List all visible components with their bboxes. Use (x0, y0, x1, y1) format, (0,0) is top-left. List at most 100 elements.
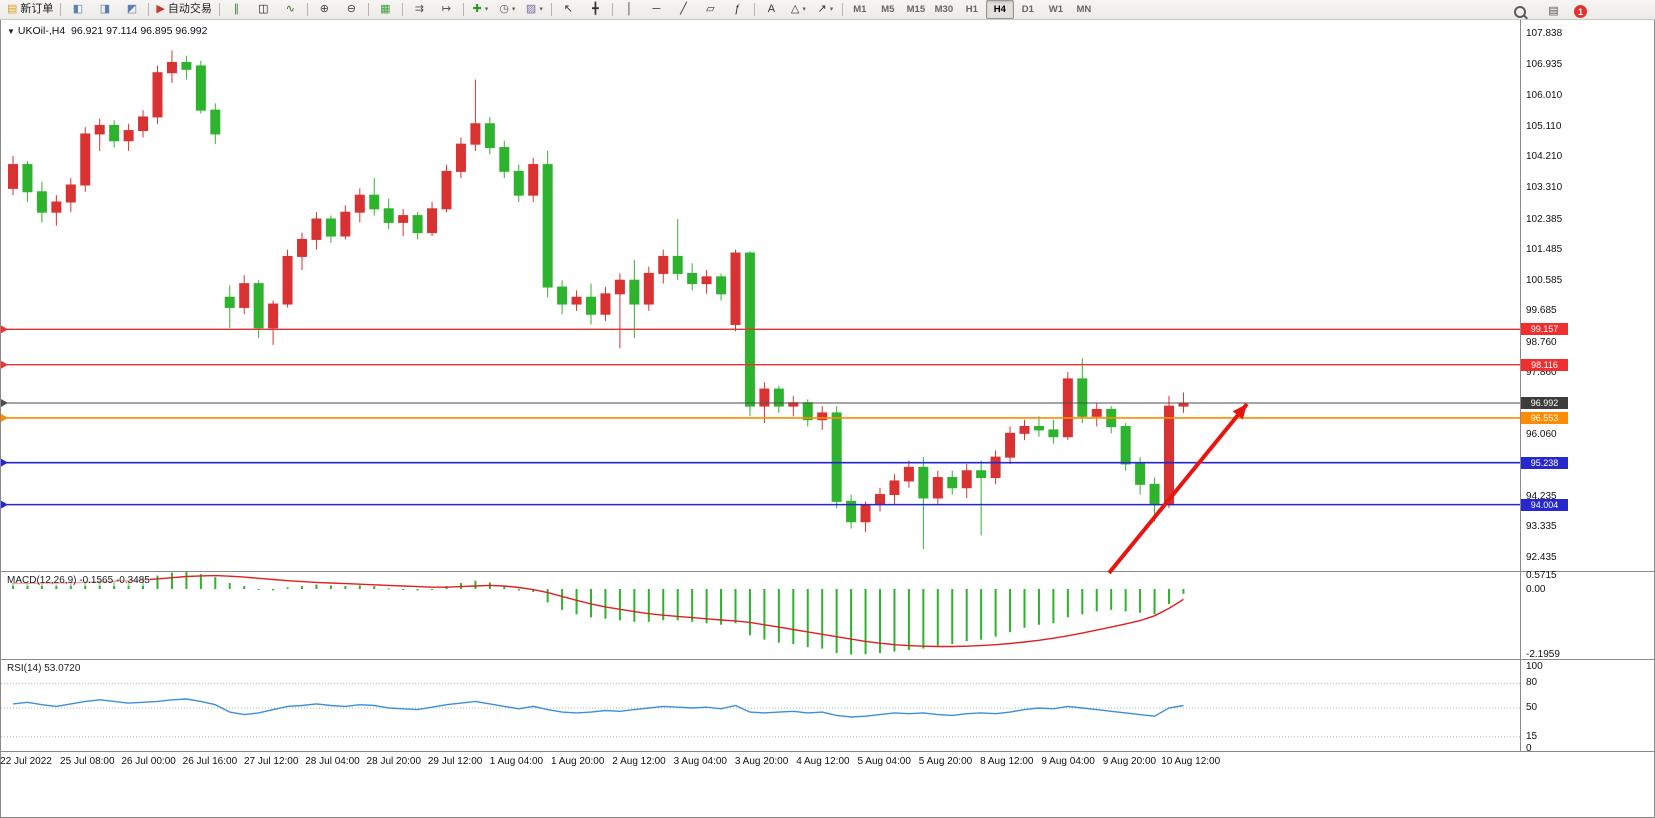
time-axis-label: 26 Jul 00:00 (121, 756, 176, 767)
tf-m30[interactable]: M30 (930, 0, 958, 19)
macd-bar (907, 589, 910, 651)
arrows-button[interactable]: ↗ ▾ (812, 0, 839, 19)
new-order-button[interactable]: ▤ 新订单 (3, 0, 57, 19)
market-watch-icon: ◧ (72, 3, 84, 15)
macd-bar (835, 589, 838, 654)
chart-collapse-icon[interactable]: ▼ (7, 27, 15, 36)
rsi-panel-separator[interactable] (1, 659, 1654, 660)
trendline-icon[interactable]: ╱ (670, 0, 697, 19)
toolbar-right-group: ▤ 1 (1506, 2, 1587, 21)
tf-m15[interactable]: M15 (902, 0, 930, 19)
rsi-panel-canvas[interactable] (1, 660, 1520, 751)
vertical-line-icon[interactable]: │ (616, 0, 643, 19)
candle-body (947, 477, 958, 489)
bar-chart-icon[interactable]: ∥ (223, 0, 250, 19)
time-axis-label: 28 Jul 04:00 (305, 756, 360, 767)
crosshair-icon[interactable]: ╋ (582, 0, 609, 19)
price-axis[interactable]: 107.838 106.935 106.010 105.110 104.210 103.3… (1521, 20, 1654, 751)
macd-bar (864, 589, 867, 655)
price-axis-label: 106.010 (1526, 90, 1563, 102)
candle-body (600, 293, 611, 315)
zoom-in-icon[interactable]: ⊕ (311, 0, 338, 19)
cursor-icon[interactable]: ↖ (555, 0, 582, 19)
candle-body (253, 283, 264, 329)
zoom-out-icon: ⊖ (346, 3, 356, 15)
candlestick-chart-icon: ◫ (258, 3, 269, 15)
macd-bar (228, 583, 231, 589)
ohlc-values: 96.921 97.114 96.895 96.992 (71, 25, 208, 37)
bar-chart-icon: ∥ (233, 3, 240, 15)
shapes-button[interactable]: △ ▾ (785, 0, 812, 19)
tf-h4[interactable]: H4 (985, 0, 1014, 19)
macd-panel-separator[interactable] (1, 571, 1654, 572)
macd-bar (561, 589, 564, 610)
price-chart-canvas[interactable] (1, 20, 1520, 571)
templates-button[interactable]: ▨ ▾ (521, 0, 548, 19)
macd-bar (1009, 589, 1012, 633)
navigator-icon[interactable]: ◩ (118, 0, 145, 19)
candle-body (976, 470, 987, 479)
macd-bar (720, 589, 723, 625)
toolbar-separator (60, 3, 62, 16)
macd-bar (1168, 589, 1170, 604)
shapes-button-icon: △ (790, 3, 800, 15)
candle-body (282, 255, 293, 305)
tf-w1[interactable]: W1 (1042, 0, 1070, 19)
tf-m30-label: M30 (934, 4, 954, 15)
macd-bar (965, 589, 968, 642)
hline-left-marker (1, 360, 8, 369)
auto-scroll-icon[interactable]: ⇉ (406, 0, 433, 19)
toolbar-separator (462, 3, 464, 16)
time-axis-label: 1 Aug 20:00 (550, 756, 605, 767)
line-chart-icon[interactable]: ∿ (277, 0, 304, 19)
macd-histogram (12, 572, 1185, 655)
toolbar-separator (148, 3, 150, 16)
macd-bar (431, 589, 434, 590)
periods-button-caret[interactable]: ▾ (511, 6, 516, 13)
macd-bar (850, 589, 853, 655)
zoom-out-icon[interactable]: ⊖ (338, 0, 365, 19)
candle-body (94, 124, 105, 135)
autotrading-button[interactable]: ▶ 自动交易 (152, 0, 215, 19)
macd-bar (806, 589, 809, 648)
macd-bar (1052, 589, 1055, 624)
tf-m1[interactable]: M1 (846, 0, 874, 19)
indicators-button-caret[interactable]: ▾ (484, 6, 489, 13)
text-icon[interactable]: A (758, 0, 785, 19)
rsi-axis-label: 15 (1526, 730, 1538, 742)
price-axis-label: 92.435 (1526, 552, 1557, 563)
macd-panel-canvas[interactable] (1, 572, 1520, 659)
channel-icon[interactable]: ▱ (697, 0, 724, 19)
candlestick-chart-icon[interactable]: ◫ (250, 0, 277, 19)
indicators-button[interactable]: ✚ ▾ (467, 0, 494, 19)
chart-list-icon[interactable]: ▤ (1540, 2, 1567, 21)
tf-d1[interactable]: D1 (1014, 0, 1042, 19)
chart-shift-icon[interactable]: ↦ (433, 0, 460, 19)
periods-button[interactable]: ◷ ▾ (494, 0, 521, 19)
horizontal-line-icon[interactable]: ─ (643, 0, 670, 19)
time-axis-label: 5 Aug 20:00 (918, 756, 973, 767)
trendline-icon: ╱ (680, 3, 687, 15)
candle-body (311, 218, 322, 240)
arrows-button-caret[interactable]: ▾ (829, 6, 834, 13)
search-icon[interactable] (1506, 2, 1533, 21)
candle-body (687, 272, 698, 285)
market-watch-icon[interactable]: ◧ (64, 0, 91, 19)
shapes-button-caret[interactable]: ▾ (802, 6, 806, 13)
templates-button-caret[interactable]: ▾ (539, 6, 543, 13)
tf-h1[interactable]: H1 (958, 0, 986, 19)
periods-button-icon: ◷ (499, 3, 509, 15)
macd-bar (517, 589, 520, 591)
macd-bar (951, 589, 954, 645)
tf-mn[interactable]: MN (1070, 0, 1098, 19)
rsi-axis-label: 100 (1526, 661, 1543, 672)
tf-m5[interactable]: M5 (874, 0, 902, 19)
macd-bar (879, 589, 881, 654)
candle-body (672, 255, 683, 274)
tile-windows-icon[interactable]: ▦ (372, 0, 399, 19)
fibonacci-icon[interactable]: ƒ (724, 0, 751, 19)
macd-bar (156, 575, 159, 589)
macd-bar (214, 577, 217, 589)
notification-badge[interactable]: 1 (1574, 5, 1587, 18)
data-window-icon[interactable]: ◨ (91, 0, 118, 19)
